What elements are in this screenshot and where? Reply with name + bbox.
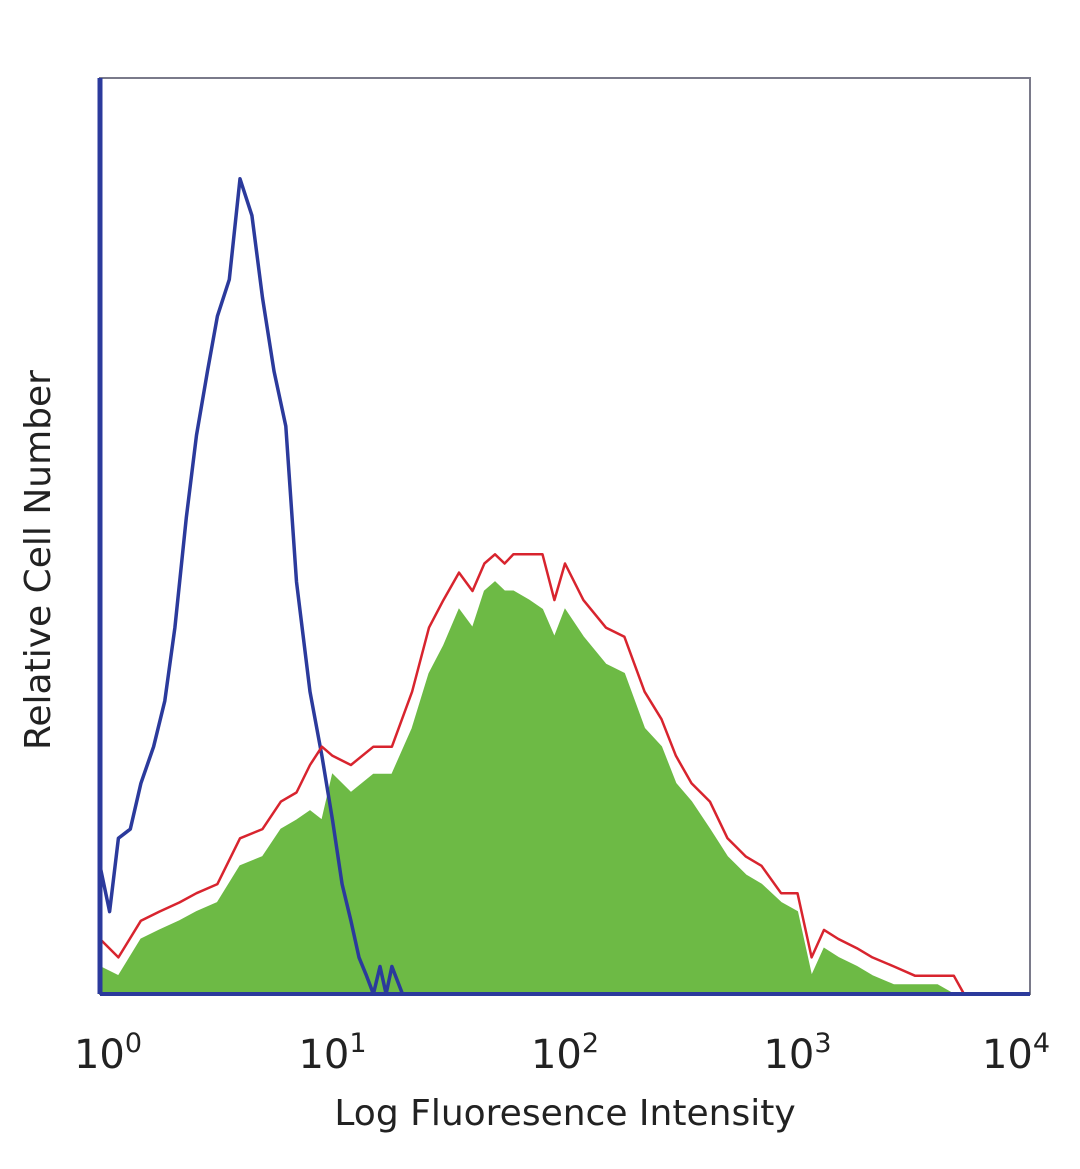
x-tick-label: 102 <box>531 1028 599 1078</box>
series-layer <box>98 177 966 996</box>
x-axis-label: Log Fluoresence Intensity <box>334 1093 795 1134</box>
y-axis-label: Relative Cell Number <box>18 370 59 750</box>
x-tick-labels: 100 101 102 103 104 <box>74 1028 1050 1078</box>
x-tick-label: 100 <box>74 1028 142 1078</box>
blue-histogram-line <box>98 177 405 996</box>
filled-histogram <box>99 581 964 995</box>
x-tick-label: 103 <box>763 1028 831 1078</box>
red-histogram-line <box>99 553 966 995</box>
x-tick-label: 104 <box>982 1028 1050 1078</box>
x-tick-label: 101 <box>298 1028 366 1078</box>
